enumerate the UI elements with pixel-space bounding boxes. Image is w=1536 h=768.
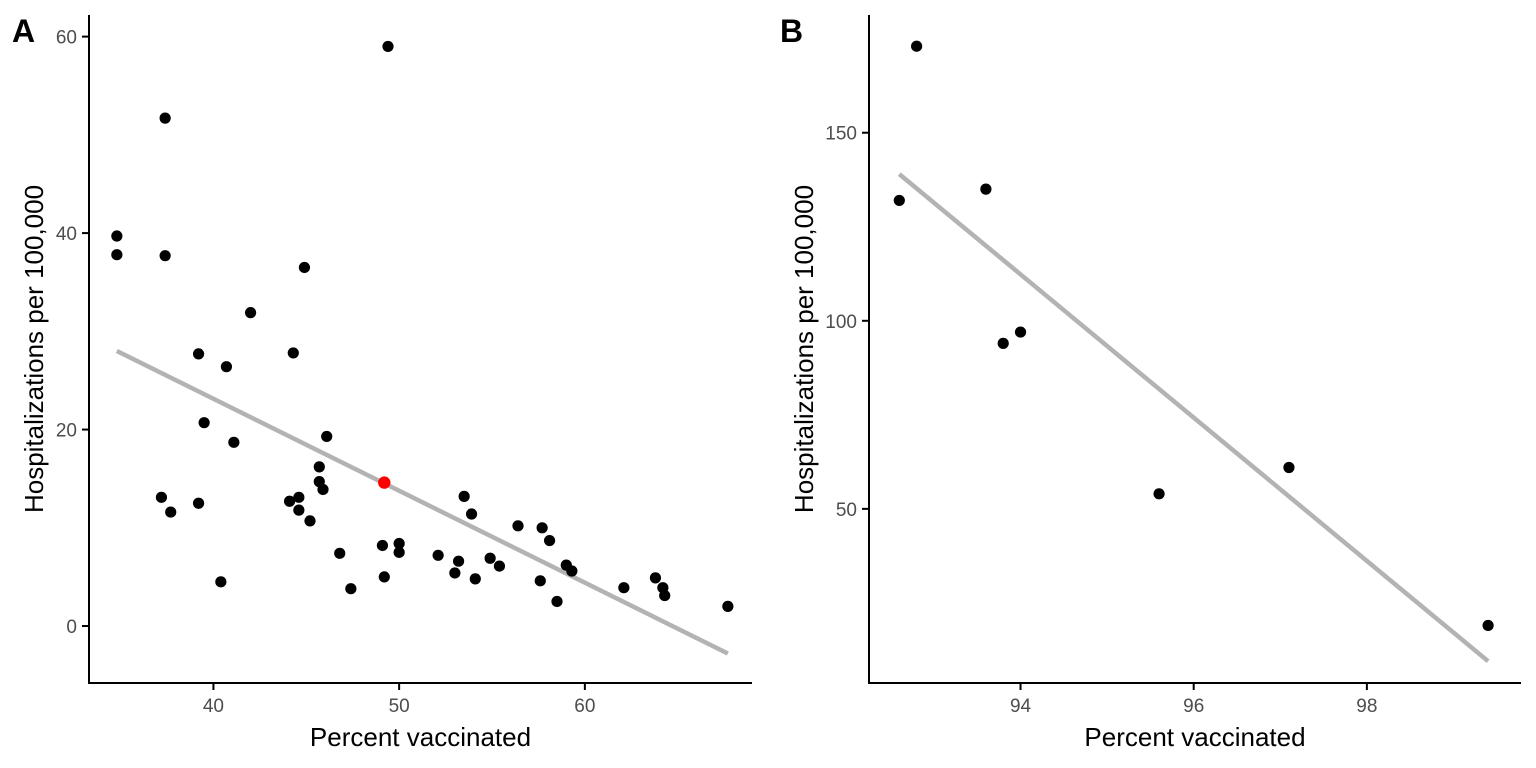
data-point <box>458 490 470 502</box>
data-point <box>543 534 556 547</box>
data-point <box>334 547 346 559</box>
y-tick-label: 20 <box>56 421 77 442</box>
data-point <box>244 307 257 319</box>
data-point <box>293 504 305 516</box>
data-point <box>659 589 671 602</box>
x-axis-title: Percent vaccinated <box>310 722 531 752</box>
data-point <box>393 537 405 550</box>
data-point <box>551 595 563 608</box>
data-point <box>111 230 123 242</box>
panel-a: 0 20 40 60 40 50 60 Percent vaccinated Hospitali… <box>12 13 752 752</box>
data-point <box>159 112 171 124</box>
data-point <box>484 552 496 564</box>
data-point <box>393 546 405 558</box>
data-point <box>1283 461 1295 474</box>
data-point <box>493 560 506 572</box>
data-point <box>997 337 1009 349</box>
y-tick-label: 0 <box>66 617 77 638</box>
data-point <box>228 436 240 448</box>
data-point <box>1014 326 1027 338</box>
data-point <box>376 539 389 552</box>
y-tick-label: 60 <box>56 28 77 49</box>
data-point <box>159 250 171 262</box>
x-axis-title: Percent vaccinated <box>1084 722 1305 752</box>
y-tick-label: 100 <box>825 312 857 333</box>
data-point <box>1153 488 1165 500</box>
data-point <box>220 361 233 373</box>
data-point <box>566 565 578 577</box>
data-point <box>722 600 734 612</box>
data-point <box>378 571 390 583</box>
data-point <box>465 508 478 520</box>
data-point <box>382 40 394 53</box>
panel-b: 50 100 150 94 96 98 Percent vaccinated Hospital… <box>780 13 1521 752</box>
data-point <box>893 194 905 207</box>
data-point <box>165 506 177 518</box>
x-tick-label: 40 <box>203 696 224 717</box>
y-tick-label: 50 <box>836 500 857 521</box>
data-point <box>432 549 444 561</box>
panel-label: B <box>780 13 803 49</box>
data-point <box>649 572 662 584</box>
data-point <box>512 520 524 532</box>
data-point <box>469 573 481 585</box>
data-point <box>192 497 205 509</box>
x-tick-label: 94 <box>1010 696 1032 717</box>
data-point <box>980 183 992 195</box>
data-point <box>534 575 546 587</box>
x-tick-label: 96 <box>1183 696 1204 717</box>
data-point <box>215 576 227 588</box>
y-axis-title: Hospitalizations per 100,000 <box>789 185 819 513</box>
data-point <box>283 495 296 507</box>
data-point <box>192 348 205 360</box>
data-point <box>293 491 305 503</box>
data-point <box>298 261 311 274</box>
fit-line <box>897 172 1490 663</box>
data-point <box>198 417 210 429</box>
data-point <box>911 40 923 52</box>
fit-line <box>115 348 729 656</box>
data-point <box>313 461 325 473</box>
y-tick-label: 40 <box>56 224 77 245</box>
data-point <box>1482 619 1494 632</box>
data-point <box>618 582 630 594</box>
highlight-point <box>378 476 391 489</box>
data-point <box>155 491 168 503</box>
data-point <box>304 515 316 527</box>
y-axis-title: Hospitalizations per 100,000 <box>19 185 49 513</box>
data-point <box>345 583 357 595</box>
x-tick-label: 98 <box>1356 696 1377 717</box>
x-tick-label: 50 <box>389 696 410 717</box>
data-point <box>321 430 333 443</box>
data-point <box>287 347 299 359</box>
data-point <box>317 483 329 496</box>
y-tick-label: 150 <box>825 124 857 145</box>
data-point <box>449 567 461 579</box>
data-point <box>536 522 548 534</box>
x-tick-label: 60 <box>574 696 595 717</box>
panel-label: A <box>12 13 35 49</box>
data-point <box>452 555 465 567</box>
data-point <box>111 249 123 261</box>
